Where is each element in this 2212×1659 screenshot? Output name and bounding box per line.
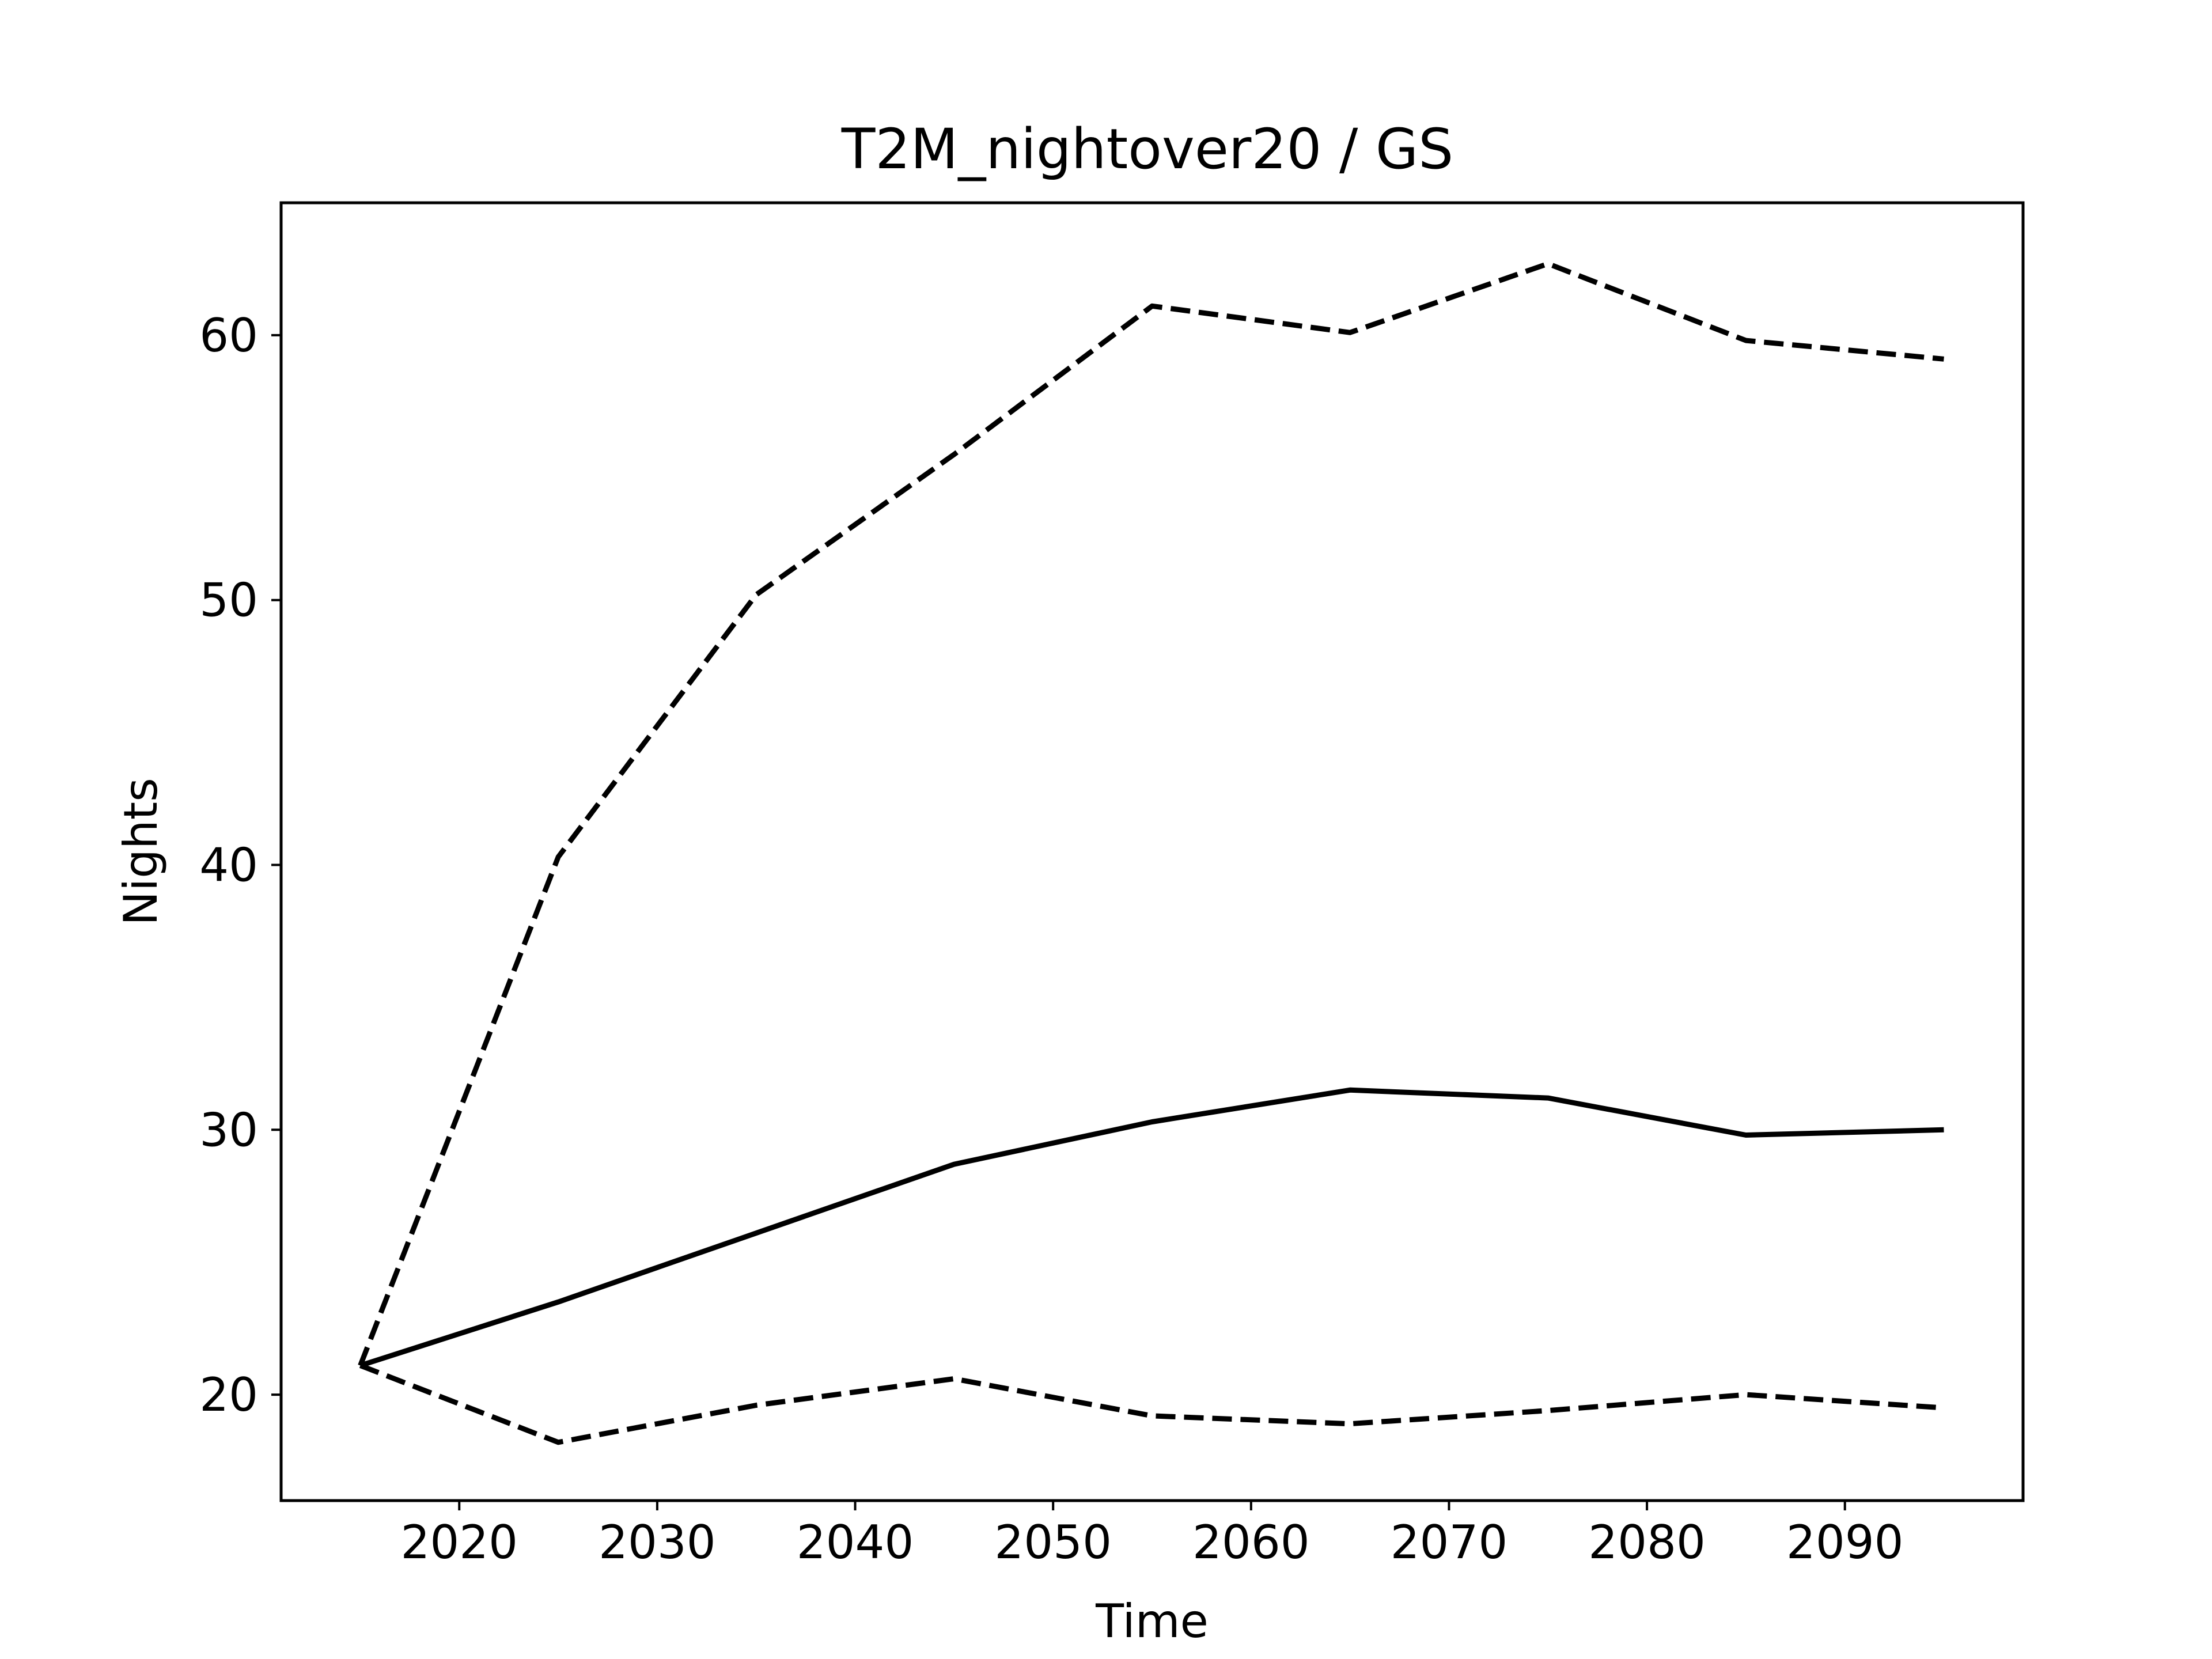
x-axis-label: Time: [1095, 1594, 1209, 1648]
x-tick-label: 2060: [1192, 1516, 1310, 1569]
y-tick-label: 30: [199, 1103, 258, 1157]
x-tick-label: 2080: [1588, 1516, 1706, 1569]
x-tick-label: 2090: [1786, 1516, 1904, 1569]
y-axis-label: Nights: [114, 778, 168, 926]
chart-title: T2M_nightover20 / GS: [841, 117, 1453, 181]
x-tick-label: 2070: [1391, 1516, 1508, 1569]
x-tick-label: 2050: [994, 1516, 1112, 1569]
x-tick-label: 2040: [797, 1516, 914, 1569]
x-tick-label: 2030: [599, 1516, 716, 1569]
y-tick-label: 20: [199, 1368, 258, 1422]
x-tick-label: 2020: [400, 1516, 518, 1569]
y-tick-label: 50: [199, 574, 258, 627]
y-tick-label: 40: [199, 838, 258, 892]
y-tick-label: 60: [199, 309, 258, 362]
